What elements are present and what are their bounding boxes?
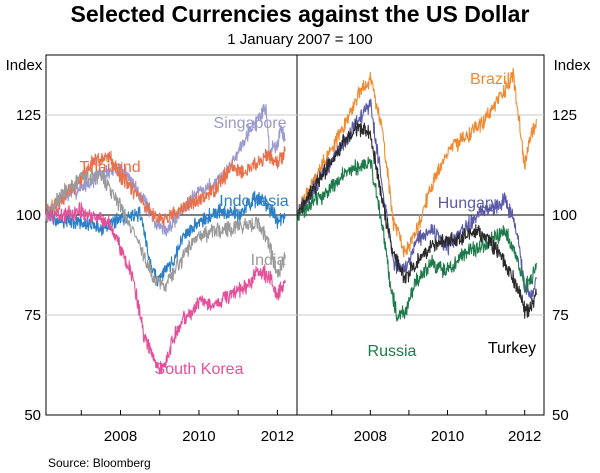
y-tick-left-50: 50	[24, 407, 41, 424]
label-russia: Russia	[368, 343, 417, 360]
series-line-indonesia	[45, 191, 286, 287]
series-line-india	[45, 166, 286, 292]
x-tick-1-2012: 2012	[508, 428, 541, 445]
y-tick-right-125: 125	[552, 107, 577, 124]
label-hungary: Hungary	[438, 195, 498, 212]
chart-subtitle: 1 January 2007 = 100	[227, 31, 373, 48]
series-line-hungary	[296, 98, 537, 301]
y-tick-right-50: 50	[552, 407, 569, 424]
x-tick-labels: 2008 2010 2012 2008 2010 2012	[80, 410, 541, 445]
label-india: India	[251, 252, 286, 269]
label-singapore: Singapore	[214, 115, 287, 132]
series-line-turkey	[296, 120, 537, 319]
x-tick-1-2010: 2010	[431, 428, 464, 445]
y-tick-left-75: 75	[24, 307, 41, 324]
series-line-south-korea	[45, 202, 286, 375]
series-line-brazil	[296, 67, 537, 258]
series-lines	[45, 67, 537, 375]
series-line-singapore	[45, 103, 286, 237]
label-brazil: Brazil	[470, 71, 510, 88]
series-line-russia	[296, 156, 537, 322]
y-tick-labels: 125 125 100 100 75 75 50 50	[16, 107, 577, 424]
chart-title: Selected Currencies against the US Dolla…	[71, 1, 530, 27]
label-indonesia: Indonesia	[219, 193, 288, 210]
x-tick-1-2008: 2008	[354, 428, 387, 445]
gridlines	[46, 114, 544, 316]
label-thailand: Thailand	[79, 159, 140, 176]
plot-frame	[45, 54, 545, 416]
x-tick-0-2012: 2012	[261, 428, 294, 445]
y-tick-right-75: 75	[552, 307, 569, 324]
y-tick-right-100: 100	[552, 207, 577, 224]
y-tick-left-100: 100	[16, 207, 41, 224]
label-south-korea: South Korea	[155, 361, 244, 378]
y-tick-left-125: 125	[16, 107, 41, 124]
source-note: Source: Bloomberg	[48, 456, 151, 470]
y-axis-label-left: Index	[6, 57, 43, 74]
x-tick-0-2008: 2008	[104, 428, 137, 445]
x-tick-0-2010: 2010	[182, 428, 215, 445]
y-axis-label-right: Index	[554, 57, 591, 74]
label-turkey: Turkey	[488, 340, 536, 357]
